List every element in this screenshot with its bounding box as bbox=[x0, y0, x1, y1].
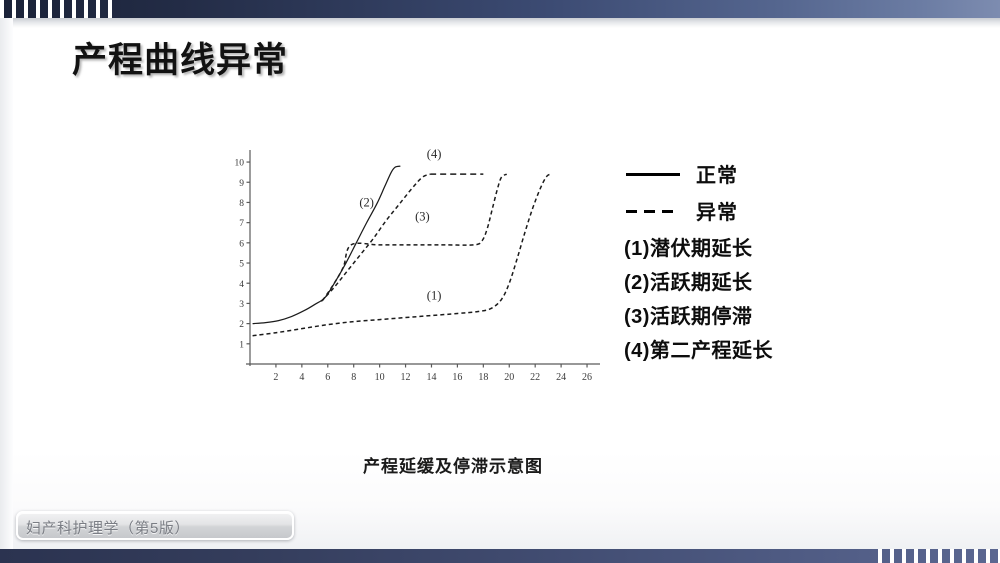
legend-item-4: (4)第二产程延长 bbox=[624, 339, 773, 362]
chart-caption: 产程延缓及停滞示意图 bbox=[363, 457, 543, 476]
legend-row-normal: 正常 bbox=[624, 155, 854, 192]
svg-text:4: 4 bbox=[299, 372, 304, 383]
svg-text:8: 8 bbox=[239, 199, 244, 209]
svg-text:20: 20 bbox=[504, 372, 514, 383]
svg-text:6: 6 bbox=[239, 239, 244, 249]
legend-item-2: (2)活跃期延长 bbox=[624, 271, 753, 294]
page-title: 产程曲线异常 bbox=[72, 41, 289, 80]
legend-label-normal: 正常 bbox=[696, 165, 738, 187]
bottom-banner bbox=[0, 549, 1000, 563]
legend-item-3: (3)活跃期停滞 bbox=[624, 305, 753, 328]
svg-text:5: 5 bbox=[239, 260, 244, 270]
svg-text:18: 18 bbox=[478, 372, 488, 383]
svg-text:22: 22 bbox=[530, 372, 540, 383]
chart-series-3 bbox=[321, 173, 508, 301]
svg-text:2: 2 bbox=[273, 372, 278, 383]
bottom-banner-stripes bbox=[878, 549, 1000, 563]
svg-text:7: 7 bbox=[239, 219, 244, 229]
chart-annotation-3: (3) bbox=[415, 210, 430, 224]
labor-curve-chart: 1 2 3 4 5 6 7 8 9 10 2 4 6 8 10 12 14 16 18 20 22 24 26 (1) (2)(… bbox=[228, 122, 608, 422]
chart-series-1 bbox=[252, 173, 553, 337]
svg-text:24: 24 bbox=[556, 372, 566, 383]
svg-text:1: 1 bbox=[239, 340, 244, 350]
svg-text:10: 10 bbox=[235, 159, 245, 169]
svg-text:9: 9 bbox=[239, 179, 244, 189]
svg-text:8: 8 bbox=[351, 372, 356, 383]
svg-text:4: 4 bbox=[239, 280, 244, 290]
svg-text:2: 2 bbox=[239, 320, 244, 330]
svg-text:10: 10 bbox=[375, 372, 385, 383]
chart-series-0 bbox=[252, 165, 401, 325]
svg-text:16: 16 bbox=[452, 372, 462, 383]
chart-series-2 bbox=[320, 173, 431, 302]
footer-label: 妇产科护理学（第5版） bbox=[26, 520, 190, 537]
top-banner bbox=[0, 0, 1000, 18]
svg-text:14: 14 bbox=[426, 372, 436, 383]
chart-legend: 正常 异常 (1)潜伏期延长 (2)活跃期延长 (3)活跃期停滞 (4)第二产程… bbox=[624, 155, 854, 365]
svg-text:6: 6 bbox=[325, 372, 330, 383]
svg-text:12: 12 bbox=[401, 372, 411, 383]
left-edge-strip bbox=[0, 18, 13, 563]
chart-annotation-4: (4) bbox=[427, 147, 442, 161]
dashed-line-swatch-icon bbox=[624, 204, 682, 218]
footer-badge bbox=[16, 511, 294, 540]
legend-label-abnormal: 异常 bbox=[696, 202, 738, 224]
legend-row-abnormal: 异常 bbox=[624, 192, 854, 229]
top-banner-shadow bbox=[0, 18, 1000, 28]
solid-line-swatch-icon bbox=[624, 167, 682, 181]
top-banner-stripes bbox=[0, 0, 118, 18]
svg-text:26: 26 bbox=[582, 372, 592, 383]
chart-annotation-1: (1) bbox=[427, 288, 442, 302]
legend-item-1: (1)潜伏期延长 bbox=[624, 237, 753, 260]
chart-annotation-2: (2) bbox=[359, 195, 374, 209]
svg-text:3: 3 bbox=[239, 300, 244, 310]
